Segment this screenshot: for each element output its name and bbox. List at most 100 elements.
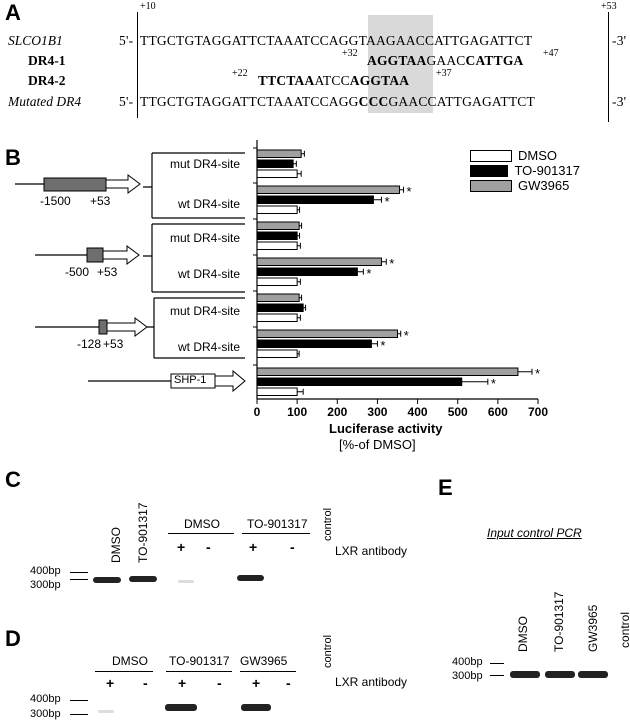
mut-seq: TTGCTGTAGGATTCTAAATCCAGGCCCGAACCATTGAGAT… — [140, 94, 535, 110]
x-tick-label: 100 — [287, 405, 307, 419]
construct-128 — [35, 317, 148, 337]
mut-seq-c: GAACCATTGAGATTCT — [388, 94, 535, 109]
c-marker-line-400 — [70, 572, 88, 573]
c-lane-to901317: TO-901317 — [136, 502, 150, 564]
group-label-1: mut DR4-site — [170, 157, 241, 171]
c-antibody-label: LXR antibody — [335, 544, 408, 558]
bar — [256, 241, 298, 250]
c-sign-2: - — [206, 539, 211, 555]
brace-group-3 — [147, 297, 245, 359]
pos-start: +10 — [140, 1, 156, 12]
dr4-2-half1: TTCTAA — [258, 73, 315, 88]
panel-a-letter: A — [5, 0, 21, 25]
d-group-dmso: DMSO — [112, 654, 148, 668]
d-marker-line-400 — [70, 700, 88, 701]
construct-500-end: +53 — [97, 265, 118, 279]
mut-seq-b: CCC — [358, 94, 389, 109]
construct-500 — [35, 245, 140, 265]
seq-divider-left — [137, 12, 138, 118]
bar — [256, 267, 358, 276]
dr4-1-seq: AGGTAAGAACCATTGA — [367, 53, 523, 69]
dr4-2-left-num: +22 — [232, 68, 248, 79]
e-lane-gw3965: GW3965 — [586, 604, 600, 652]
bar — [256, 205, 298, 214]
c-band-3 — [178, 580, 194, 583]
x-tick-label: 0 — [254, 405, 261, 419]
group-label-3: mut DR4-site — [170, 231, 241, 245]
legend: DMSO TO-901317 GW3965 — [470, 148, 580, 193]
d-marker-400: 400bp — [30, 693, 61, 705]
bar — [256, 149, 302, 158]
bar — [256, 231, 298, 240]
panel-d-letter: D — [5, 626, 21, 651]
legend-item-gw3965: GW3965 — [470, 178, 580, 193]
d-band-1 — [98, 710, 114, 713]
e-lane-dmso: DMSO — [516, 616, 530, 652]
e-lane-to901317: TO-901317 — [552, 591, 566, 653]
brace-group-1 — [143, 152, 245, 219]
c-group-dmso: DMSO — [184, 517, 220, 531]
construct-128-end: +53 — [103, 337, 124, 351]
e-band-1 — [510, 671, 540, 678]
dr4-1-half1: AGGTAA — [367, 53, 427, 68]
d-sign-4: - — [217, 675, 222, 691]
construct-1500 — [15, 174, 141, 194]
bar — [256, 329, 398, 338]
bar — [256, 303, 304, 312]
dr4-1-half2: CATTGA — [465, 53, 524, 68]
e-marker-300: 300bp — [452, 670, 483, 682]
construct-shp — [88, 369, 246, 393]
significance-star: * — [407, 184, 412, 199]
c-sign-1: + — [177, 539, 186, 555]
seq-name-dr4-1: DR4-1 — [28, 53, 66, 68]
group-label-2: wt DR4-site — [178, 197, 241, 211]
legend-label-gw3965: GW3965 — [518, 178, 570, 193]
bar — [256, 159, 294, 168]
construct-1500-start: -1500 — [40, 194, 71, 208]
significance-star: * — [491, 376, 496, 391]
bar — [256, 221, 300, 230]
dr4-1-right-num: +47 — [543, 48, 559, 59]
dr4-2-half2: AGGTAA — [349, 73, 410, 88]
significance-star: * — [366, 266, 371, 281]
c-marker-line-300 — [70, 579, 88, 580]
e-marker-400: 400bp — [452, 656, 483, 668]
e-band-3 — [578, 671, 608, 678]
d-underline-1 — [95, 671, 153, 672]
construct-1500-end: +53 — [90, 194, 111, 208]
significance-star: * — [404, 328, 409, 343]
legend-swatch-to901317 — [470, 164, 509, 177]
c-underline-2 — [242, 533, 310, 534]
legend-swatch-dmso — [470, 149, 512, 162]
panel-b-diagram — [15, 152, 246, 393]
bar — [256, 313, 298, 322]
d-underline-2 — [166, 671, 232, 672]
bar — [256, 195, 374, 204]
bar — [256, 367, 519, 376]
luciferase-bar-chart: * * * * * * * * 0 100 200 300 400 500 600 700 — [253, 140, 548, 419]
x-tick-label: 600 — [488, 405, 508, 419]
c-marker-300: 300bp — [30, 579, 61, 591]
e-marker-line-400 — [490, 663, 504, 664]
legend-swatch-gw3965 — [470, 179, 512, 192]
seq-slco1b1: TTGCTGTAGGATTCTAAATCCAGGTAAGAACCATTGAGAT… — [140, 33, 533, 48]
seq-name-mutated: Mutated DR4 — [8, 94, 82, 109]
significance-star: * — [380, 338, 385, 353]
mut-prefix: 5'- — [119, 94, 134, 109]
panel-b-letter: B — [5, 145, 21, 170]
brace-group-2 — [143, 223, 245, 293]
significance-star: * — [535, 366, 540, 381]
bar — [256, 293, 300, 302]
legend-item-to901317: TO-901317 — [470, 163, 580, 178]
bar — [256, 169, 298, 178]
x-tick-label: 300 — [367, 405, 387, 419]
c-band-2 — [129, 576, 157, 582]
c-sign-4: - — [290, 539, 295, 555]
significance-star: * — [384, 194, 389, 209]
bar — [256, 185, 401, 194]
panel-c-letter: C — [5, 467, 21, 492]
seq-highlight — [368, 15, 433, 113]
d-group-to901317: TO-901317 — [169, 654, 230, 668]
c-sign-3: + — [249, 539, 258, 555]
dr4-1-spacer: GAAC — [426, 53, 466, 68]
